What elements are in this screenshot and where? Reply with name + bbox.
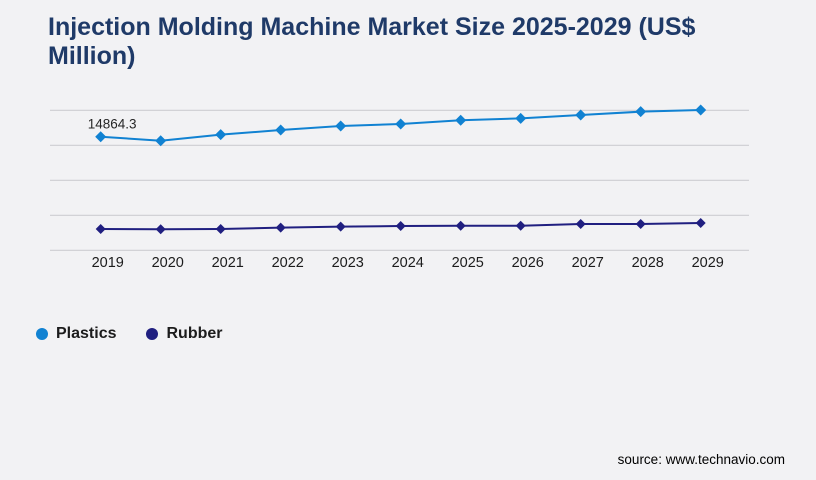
- rubber-legend-dot-icon: [146, 328, 159, 340]
- data-point-rubber-2024[interactable]: [395, 220, 406, 231]
- data-point-rubber-2021[interactable]: [215, 223, 226, 234]
- x-axis-label: 2025: [452, 255, 484, 271]
- x-axis-label: 2023: [332, 255, 364, 271]
- data-point-label: 14864.3: [88, 117, 137, 132]
- data-point-plastics-2023[interactable]: [335, 120, 347, 132]
- source-attribution: source: www.technavio.com: [617, 452, 785, 467]
- legend-label-plastics: Plastics: [56, 325, 117, 342]
- x-axis-label: 2021: [212, 255, 244, 271]
- x-axis-label: 2024: [392, 255, 424, 271]
- x-axis-label: 2026: [512, 255, 544, 271]
- data-point-rubber-2019[interactable]: [95, 223, 106, 234]
- data-point-plastics-2028[interactable]: [635, 106, 647, 118]
- chart-legend: Plastics Rubber: [36, 325, 222, 343]
- data-point-rubber-2026[interactable]: [515, 220, 526, 231]
- data-point-plastics-2022[interactable]: [275, 124, 287, 136]
- legend-label-rubber: Rubber: [166, 325, 223, 342]
- legend-item-plastics[interactable]: Plastics: [36, 325, 116, 343]
- x-axis-label: 2020: [152, 255, 184, 271]
- data-point-plastics-2024[interactable]: [395, 118, 407, 130]
- chart-title: Injection Molding Machine Market Size 20…: [48, 13, 696, 70]
- data-point-rubber-2025[interactable]: [455, 220, 466, 231]
- data-point-plastics-2021[interactable]: [215, 129, 227, 141]
- data-point-plastics-2026[interactable]: [515, 112, 527, 124]
- data-point-rubber-2029[interactable]: [695, 218, 706, 229]
- data-point-rubber-2022[interactable]: [275, 222, 286, 233]
- x-axis-label: 2019: [92, 255, 124, 271]
- legend-item-rubber[interactable]: Rubber: [146, 325, 222, 343]
- data-point-plastics-2019[interactable]: [95, 131, 107, 143]
- data-point-plastics-2020[interactable]: [155, 135, 167, 147]
- x-axis-label: 2027: [572, 255, 604, 271]
- data-point-rubber-2028[interactable]: [635, 219, 646, 230]
- data-point-plastics-2027[interactable]: [575, 109, 587, 121]
- x-axis-label: 2029: [692, 255, 724, 271]
- data-point-rubber-2023[interactable]: [335, 221, 346, 232]
- data-point-plastics-2029[interactable]: [695, 104, 707, 116]
- data-point-rubber-2027[interactable]: [575, 219, 586, 230]
- x-axis-label: 2022: [272, 255, 304, 271]
- plastics-legend-dot-icon: [36, 328, 48, 340]
- data-point-plastics-2025[interactable]: [455, 114, 467, 126]
- data-point-rubber-2020[interactable]: [155, 224, 166, 235]
- x-axis-label: 2028: [632, 255, 664, 271]
